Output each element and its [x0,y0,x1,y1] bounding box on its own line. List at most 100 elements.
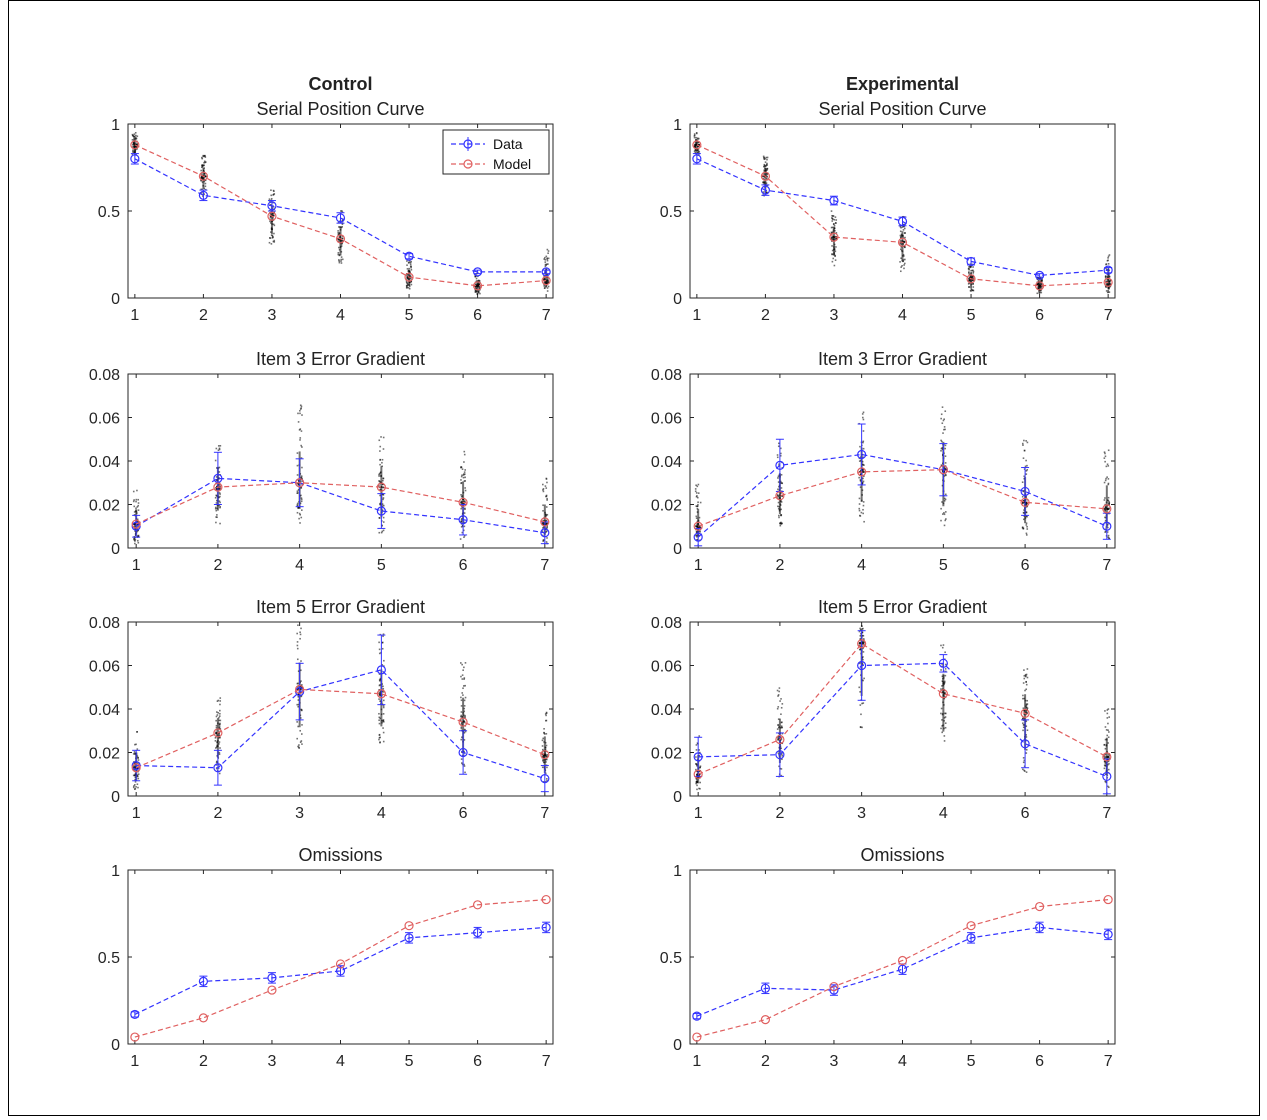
sample-point [1105,285,1107,288]
data-point [692,154,702,164]
model-point [458,717,468,727]
data-point [198,976,209,986]
sample-point [1041,279,1043,282]
sample-point [219,506,221,509]
sample-point [1104,710,1106,712]
sample-point [464,662,467,664]
sample-point [338,260,340,262]
sample-point [460,714,463,717]
sample-point [460,482,462,485]
sample-point [378,648,381,651]
sample-point [900,248,902,251]
sample-point [462,474,465,476]
sample-point [218,466,221,469]
sample-point [941,685,943,687]
x-tick-label: 2 [199,1053,208,1070]
sample-point [131,143,134,146]
sample-point [1107,763,1109,766]
sample-point [940,417,942,420]
sample-point [862,512,864,515]
sample-point [407,284,409,286]
sample-point [382,720,384,723]
y-tick-label: 0 [111,1037,120,1054]
sample-point [862,638,865,640]
sample-point [942,432,944,434]
model-point [857,467,867,477]
sample-point [943,475,946,477]
sample-point [1023,509,1025,511]
sample-point [301,743,303,745]
sample-point [696,781,698,784]
sample-point [544,781,547,783]
model-point [966,274,976,284]
x-tick-label: 5 [939,557,948,574]
sample-point [862,456,865,459]
sample-point [1105,756,1107,758]
sample-point [200,169,202,172]
sample-point [780,521,782,524]
sample-point [861,702,863,705]
sample-point [696,773,698,776]
sample-point [862,501,865,503]
sample-point [696,505,699,508]
sample-point [300,708,303,711]
sample-point [133,788,136,791]
sample-point [136,748,139,750]
subplot-title: Serial Position Curve [256,99,424,119]
sample-point [135,146,138,149]
sample-point [546,766,548,769]
sample-point [297,725,299,728]
sample-point [132,500,135,503]
sample-point [270,189,272,192]
y-tick-label: 0 [111,789,120,806]
sample-point [902,255,905,257]
sample-point [1025,710,1028,713]
sample-point [696,742,699,744]
sample-point [778,765,780,768]
sample-point [381,503,384,505]
sample-point [136,506,139,508]
sample-point [834,259,837,261]
sample-point [763,172,765,175]
sample-point [296,658,299,661]
subplot-3: 1 2 4 5 6 7 0 0.02 0.04 0.06 0.08 Item 3 Error Grad… [89,349,554,574]
sample-point [300,709,303,712]
sample-point [215,760,218,763]
sample-point [972,289,975,292]
sample-point [943,467,946,470]
sample-point [542,519,544,522]
data-point [966,256,976,267]
sample-point [214,506,217,509]
sample-point [542,737,545,740]
sample-point [200,192,202,194]
sample-point [763,165,766,168]
sample-point [776,707,779,710]
sample-point [1105,284,1108,287]
sample-point [1108,276,1111,278]
sample-point [1107,483,1110,486]
sample-point [381,647,384,650]
model-point [1034,901,1045,912]
sample-point [861,625,863,627]
sample-point [1026,712,1028,714]
sample-point [1108,287,1110,290]
sample-point [1104,531,1106,533]
sample-point [300,475,303,477]
sample-point [1025,470,1028,472]
sample-point [297,695,300,698]
sample-point [137,504,140,507]
sample-point [1022,718,1024,720]
sample-point [940,464,943,466]
model-series [693,639,1112,779]
sample-point [218,725,221,727]
sample-point [215,761,218,764]
y-tick-label: 0.08 [651,367,682,384]
sample-point [296,452,299,454]
sample-point [899,270,902,273]
model-point [1020,497,1030,507]
sample-point [1025,522,1028,525]
sample-point [546,273,549,276]
sample-point [462,685,465,687]
sample-point [216,487,218,490]
data-line [698,662,1108,777]
